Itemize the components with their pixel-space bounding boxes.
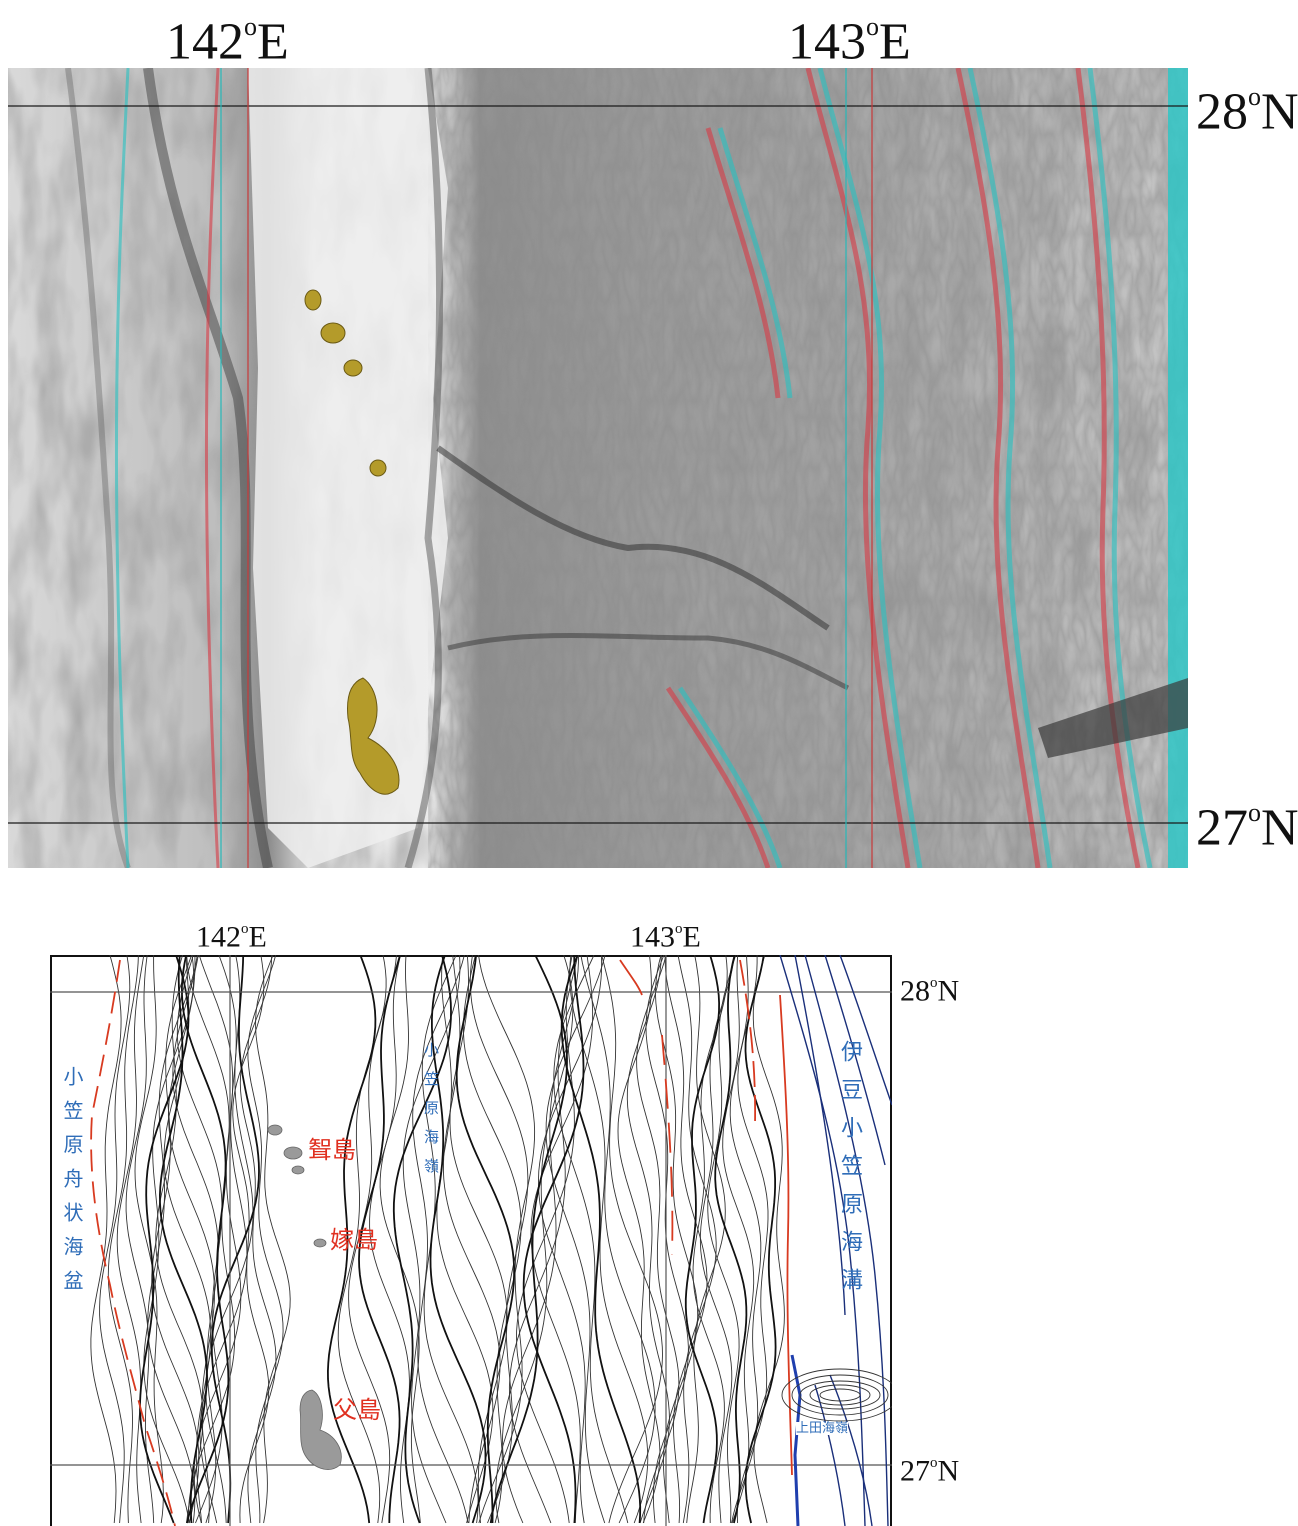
contour-line xyxy=(436,955,494,1524)
label-mukojima: 聟島 xyxy=(308,1136,356,1164)
contour-line xyxy=(626,955,670,1524)
contour-line xyxy=(553,955,629,1524)
contour-line xyxy=(744,955,777,1524)
contour-line xyxy=(412,955,469,1524)
contour-line xyxy=(205,955,254,1524)
contour-line xyxy=(462,955,522,1524)
bottom-lat-label-28n: 28oN xyxy=(900,974,960,1008)
contour-line xyxy=(143,955,195,1524)
contour-line xyxy=(247,955,284,1524)
contour-line xyxy=(326,955,377,1524)
contour-line xyxy=(429,955,487,1524)
contour-line xyxy=(147,955,198,1524)
contour-line xyxy=(255,955,291,1524)
contour-line xyxy=(508,955,579,1524)
contour-line xyxy=(707,955,740,1524)
contour-line xyxy=(714,955,748,1524)
contour-line xyxy=(379,955,421,1524)
contour-line xyxy=(232,955,270,1524)
label-izu-ogasawara-trench: 伊豆小笠原海溝 xyxy=(837,1040,862,1306)
contour-line xyxy=(348,955,397,1524)
contour-line xyxy=(580,955,656,1524)
contour-line xyxy=(569,955,649,1524)
top-lon-label-143e: 143oE xyxy=(788,12,911,71)
label-ueda-seamount: 上田海嶺 xyxy=(796,1421,849,1436)
label-yomejima: 嫁島 xyxy=(330,1226,378,1254)
contour-line xyxy=(107,955,139,1524)
contour-line xyxy=(116,955,145,1524)
contour-line xyxy=(677,955,717,1524)
bottom-lon-label-143e: 143oE xyxy=(630,920,701,954)
contour-line xyxy=(210,955,260,1524)
contour-line xyxy=(684,955,721,1524)
contour-line xyxy=(369,955,410,1524)
contour-map-frame xyxy=(50,955,892,1526)
contour-line xyxy=(99,955,131,1524)
contour-line xyxy=(560,955,642,1524)
contour-line xyxy=(442,955,501,1524)
contour-line xyxy=(358,955,401,1524)
contour-line xyxy=(151,955,200,1524)
contour-line xyxy=(90,955,122,1524)
contour-line xyxy=(722,955,755,1524)
contour-line xyxy=(449,955,508,1524)
relief-image xyxy=(8,68,1188,868)
label-ogasawara-ridge: 小笠原海嶺 xyxy=(422,1042,440,1187)
contour-line xyxy=(522,955,585,1524)
contour-line xyxy=(478,955,536,1524)
bottom-lon-label-142e: 142oE xyxy=(196,920,267,954)
top-lat-label-28n: 28oN xyxy=(1196,82,1298,141)
top-lat-label-27n: 27oN xyxy=(1196,798,1298,857)
contour-line xyxy=(455,955,515,1524)
fault-lines xyxy=(90,959,793,1526)
contour-line xyxy=(239,955,277,1524)
contour-line xyxy=(686,955,726,1524)
label-chichijima: 父島 xyxy=(333,1396,381,1424)
contour-line xyxy=(125,955,155,1524)
contour-line xyxy=(158,955,208,1524)
contour-line xyxy=(601,955,663,1524)
contour-line xyxy=(469,955,529,1524)
top-lon-label-142e: 142oE xyxy=(166,12,289,71)
contour-line xyxy=(186,955,236,1524)
relief-islands xyxy=(304,289,400,795)
contour-line xyxy=(392,955,452,1524)
contour-line xyxy=(516,955,575,1524)
label-ogasawara-trough: 小笠原舟状海盆 xyxy=(60,1066,84,1304)
contour-line xyxy=(402,955,461,1524)
contour-line xyxy=(736,955,769,1524)
contour-line xyxy=(636,955,680,1524)
contour-line xyxy=(655,955,699,1524)
contour-line xyxy=(139,955,190,1524)
contour-line xyxy=(617,955,661,1524)
contour-line xyxy=(180,955,230,1524)
contour-line xyxy=(489,955,568,1524)
contour-line xyxy=(167,955,215,1524)
bottom-lat-label-27n: 27oN xyxy=(900,1454,960,1488)
contour-islands xyxy=(267,1124,342,1470)
contour-line xyxy=(692,955,728,1524)
